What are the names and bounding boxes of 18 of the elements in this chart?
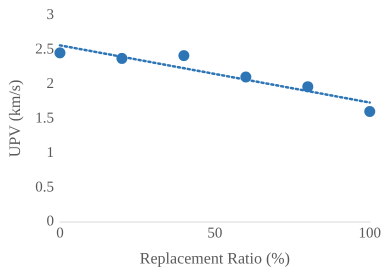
point [302,81,314,92]
point [54,47,66,58]
y-tick-label: 0.5 [35,179,54,196]
y-tick-label: 1.5 [35,110,54,126]
y-tick-label: 1 [46,144,54,161]
x-axis-title: Replacement Ratio (%) [140,250,290,268]
point [240,72,252,83]
y-tick-label: 2.5 [35,41,54,58]
point [116,52,128,64]
x-tick-label: 50 [207,226,222,242]
y-tick-label: 0 [46,214,54,230]
y-tick-label: 2 [46,76,54,92]
y-axis-title: UPV (km/s) [6,80,24,158]
point [364,106,376,118]
y-tick-label: 3 [46,6,54,23]
x-tick-label: 100 [358,226,381,242]
x-tick-label: 0 [56,226,64,242]
point [178,50,190,62]
